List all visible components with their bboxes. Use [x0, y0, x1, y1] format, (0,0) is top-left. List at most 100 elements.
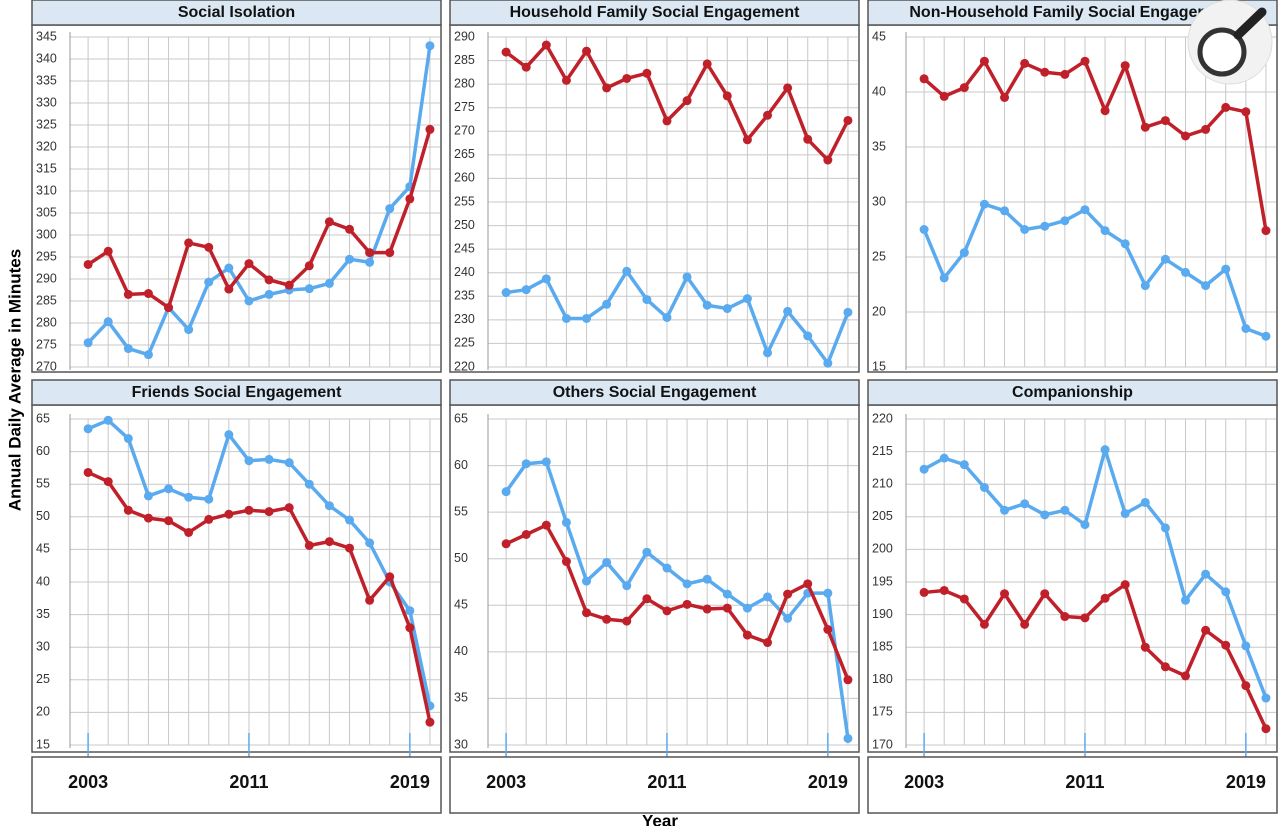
- y-tick-label: 20: [36, 705, 50, 719]
- y-tick-label: 35: [454, 691, 468, 705]
- y-tick-label: 45: [454, 598, 468, 612]
- zoom-icon[interactable]: [1187, 0, 1273, 85]
- data-point: [304, 540, 314, 550]
- data-point: [1000, 93, 1010, 102]
- data-point: [224, 430, 234, 440]
- y-tick-label: 55: [454, 504, 468, 518]
- y-tick-label: 315: [36, 161, 57, 175]
- data-point: [1120, 509, 1130, 519]
- title-bar: [31, 379, 442, 406]
- data-point: [823, 588, 833, 598]
- y-tick-label: 305: [36, 205, 57, 219]
- data-point: [1040, 67, 1050, 77]
- series-line: [505, 269, 850, 365]
- data-point: [184, 527, 194, 537]
- data-point: [702, 604, 712, 614]
- panel-frame: [449, 404, 860, 753]
- data-point: [1120, 580, 1130, 590]
- data-point: [1221, 264, 1231, 274]
- data-point: [385, 204, 395, 214]
- data-point: [1160, 116, 1170, 126]
- data-point: [224, 509, 234, 519]
- y-tick-label: 60: [454, 458, 468, 472]
- y-tick-label: 185: [872, 639, 893, 653]
- data-point: [1181, 671, 1191, 681]
- panel-title: Social Isolation: [178, 4, 295, 21]
- y-tick-label: 220: [872, 411, 893, 425]
- data-point: [143, 491, 153, 501]
- data-point: [682, 96, 692, 106]
- data-point: [1221, 587, 1231, 597]
- panel: Others Social Engagement 30 35 40 45 50 55 60 65…: [449, 379, 860, 814]
- y-tick-label: 235: [454, 289, 475, 303]
- y-tick-label: 40: [872, 84, 886, 98]
- panel: Companionship 170 175 180 185 190 195 200 205 210…: [867, 379, 1278, 814]
- y-tick-label: 290: [454, 29, 475, 43]
- data-point: [324, 278, 334, 288]
- y-tick-label: 285: [36, 293, 57, 307]
- series-line: [504, 460, 850, 739]
- data-point: [304, 479, 314, 489]
- data-point: [1120, 61, 1130, 71]
- x-tick-label: 2011: [647, 772, 686, 792]
- data-point: [1221, 102, 1231, 112]
- data-point: [541, 40, 551, 50]
- data-point: [1080, 205, 1090, 215]
- data-point: [284, 458, 294, 468]
- panel: Friends Social Engagement 15 20 25 30 35 40 45 5…: [31, 379, 442, 814]
- data-point: [304, 261, 314, 271]
- x-axis-frame: [867, 756, 1278, 814]
- data-point: [1241, 324, 1251, 333]
- data-point: [742, 630, 752, 640]
- data-point: [1060, 612, 1070, 622]
- data-point: [1060, 216, 1070, 226]
- data-point: [365, 248, 375, 258]
- data-point: [164, 303, 174, 313]
- data-point: [1140, 497, 1150, 507]
- data-point: [405, 623, 415, 633]
- data-point: [919, 587, 929, 597]
- data-point: [284, 280, 294, 290]
- data-point: [1040, 510, 1050, 520]
- data-point: [959, 83, 969, 93]
- y-tick-label: 65: [454, 411, 468, 425]
- x-tick-label: 2003: [904, 772, 944, 792]
- data-point: [1181, 267, 1191, 277]
- data-point: [763, 592, 773, 602]
- data-point: [184, 238, 194, 248]
- y-axis-label: Annual Daily Average in Minutes: [5, 249, 24, 511]
- data-point: [103, 477, 113, 487]
- data-point: [541, 457, 551, 467]
- data-point: [164, 484, 174, 494]
- data-point: [405, 194, 415, 204]
- data-point: [1261, 693, 1271, 703]
- data-point: [1040, 589, 1050, 599]
- y-tick-label: 50: [454, 551, 468, 565]
- y-tick-label: 30: [454, 737, 468, 751]
- y-tick-label: 285: [454, 53, 475, 67]
- data-point: [682, 579, 692, 589]
- data-point: [642, 594, 652, 604]
- data-point: [143, 350, 153, 360]
- data-point: [345, 224, 355, 234]
- data-point: [224, 284, 234, 294]
- data-point: [1100, 593, 1110, 603]
- data-point: [742, 135, 752, 145]
- y-tick-label: 300: [36, 227, 57, 241]
- data-point: [702, 574, 712, 584]
- y-tick-label: 55: [36, 476, 50, 490]
- x-axis-frame: [449, 756, 860, 814]
- data-point: [763, 348, 773, 358]
- series-line: [87, 418, 432, 707]
- data-point: [123, 344, 133, 354]
- data-point: [501, 539, 511, 549]
- data-point: [843, 115, 853, 125]
- data-point: [1080, 613, 1090, 623]
- data-point: [103, 415, 113, 425]
- data-point: [561, 517, 571, 527]
- data-point: [501, 487, 511, 497]
- data-point: [365, 595, 375, 605]
- data-point: [622, 266, 632, 276]
- y-tick-label: 25: [36, 672, 50, 686]
